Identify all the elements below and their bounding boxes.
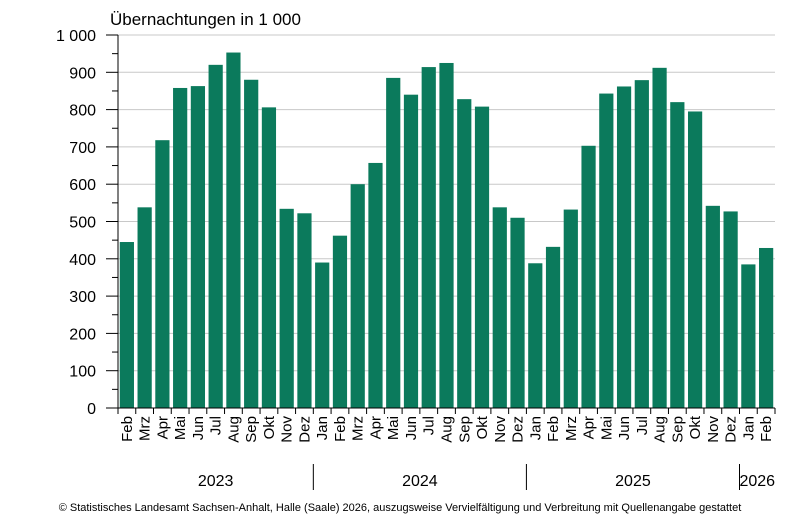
- bar: [137, 207, 152, 408]
- x-tick-label: Okt: [687, 415, 704, 439]
- year-label: 2024: [402, 473, 438, 490]
- bar: [244, 79, 259, 408]
- bar: [687, 111, 703, 408]
- x-tick-label: Jan: [740, 416, 757, 440]
- bar: [226, 52, 241, 408]
- y-tick-label: 1 000: [56, 28, 96, 45]
- y-tick-label: 100: [69, 364, 96, 381]
- bar: [403, 94, 419, 409]
- x-tick-label: Jun: [403, 416, 420, 440]
- x-tick-label: Jul: [421, 416, 438, 435]
- bar: [581, 145, 596, 408]
- bar: [599, 93, 614, 408]
- x-tick-label: Feb: [119, 416, 136, 442]
- bar: [634, 80, 649, 409]
- bar: [563, 209, 578, 408]
- bar: [741, 264, 756, 408]
- bar: [279, 208, 294, 408]
- y-tick-labels: 0 100 200 300 400 500 600 700 800 900 1 000: [56, 28, 96, 418]
- axes: [106, 34, 776, 490]
- bar: [439, 62, 454, 408]
- x-tick-label: Apr: [154, 416, 171, 439]
- bar: [155, 140, 170, 408]
- x-tick-label: Okt: [261, 415, 278, 439]
- bar: [173, 87, 188, 408]
- bar: [368, 162, 383, 408]
- y-tick-label: 900: [69, 65, 96, 82]
- bar: [545, 246, 561, 408]
- x-tick-label: Jun: [616, 416, 633, 440]
- y-tick-label: 600: [69, 177, 96, 194]
- bar: [510, 217, 525, 408]
- year-labels: 2023 2024 2025 2026: [198, 473, 775, 490]
- bar: [670, 102, 685, 408]
- x-tick-label: Apr: [581, 416, 598, 439]
- bar: [723, 211, 738, 408]
- x-tick-label: Apr: [367, 416, 384, 439]
- bar: [474, 106, 490, 408]
- bar: [190, 86, 206, 408]
- source-note: © Statistisches Landesamt Sachsen-Anhalt…: [58, 502, 742, 514]
- x-tick-label: Mrz: [563, 416, 580, 441]
- x-tick-label: Mai: [598, 416, 615, 440]
- x-tick-label: Mai: [172, 416, 189, 440]
- x-tick-label: Sep: [243, 416, 260, 443]
- x-tick-label: Jan: [527, 416, 544, 440]
- year-label: 2026: [739, 473, 775, 490]
- x-tick-label: Mai: [385, 416, 402, 440]
- bar-chart: Übernachtungen in 1 000 0 100 200 300 400 500…: [56, 10, 776, 490]
- y-tick-label: 400: [69, 252, 96, 269]
- x-tick-label: Aug: [652, 416, 669, 443]
- bar: [652, 67, 667, 408]
- y-tick-label: 200: [69, 326, 96, 343]
- bar: [457, 99, 472, 408]
- x-tick-label: Jul: [208, 416, 225, 435]
- y-tick-label: 0: [87, 401, 96, 418]
- x-tick-label: Aug: [439, 416, 456, 443]
- bar: [616, 86, 632, 408]
- x-tick-label: Dez: [510, 416, 527, 443]
- bar: [350, 184, 365, 408]
- year-label: 2025: [615, 473, 651, 490]
- bar: [261, 107, 277, 408]
- year-label: 2023: [198, 473, 234, 490]
- x-tick-label: Nov: [279, 416, 296, 443]
- bar: [119, 242, 134, 408]
- x-tick-label: Jul: [634, 416, 651, 435]
- bar: [492, 207, 507, 408]
- x-tick-label: Sep: [456, 416, 473, 443]
- x-tick-label: Sep: [669, 416, 686, 443]
- bar: [759, 247, 774, 408]
- bar: [705, 205, 720, 408]
- x-tick-labels: Feb Mrz Apr Mai Jun Jul Aug Sep Okt Nov Dez Jan Feb M…: [119, 415, 775, 443]
- x-tick-label: Jun: [190, 416, 207, 440]
- x-tick-label: Nov: [492, 416, 509, 443]
- x-tick-label: Mrz: [350, 416, 367, 441]
- bar: [332, 235, 348, 408]
- bar: [528, 263, 543, 408]
- x-tick-label: Dez: [296, 416, 313, 443]
- bar: [386, 77, 401, 409]
- x-tick-label: Feb: [332, 416, 349, 442]
- bar: [297, 213, 312, 408]
- y-tick-label: 300: [69, 289, 96, 306]
- y-tick-label: 700: [69, 140, 96, 157]
- x-tick-label: Nov: [705, 416, 722, 443]
- x-tick-label: Dez: [723, 416, 740, 443]
- bars: [119, 52, 774, 409]
- x-tick-label: Mrz: [137, 416, 154, 441]
- x-tick-label: Aug: [225, 416, 242, 443]
- y-tick-label: 500: [69, 215, 96, 232]
- x-tick-label: Feb: [758, 416, 775, 442]
- bar: [315, 262, 330, 408]
- y-tick-label: 800: [69, 103, 96, 120]
- y-axis-unit-label: Übernachtungen in 1 000: [110, 10, 301, 29]
- x-tick-label: Jan: [314, 416, 331, 440]
- x-tick-label: Feb: [545, 416, 562, 442]
- bar: [421, 67, 436, 408]
- x-tick-label: Okt: [474, 415, 491, 439]
- bar: [208, 64, 223, 408]
